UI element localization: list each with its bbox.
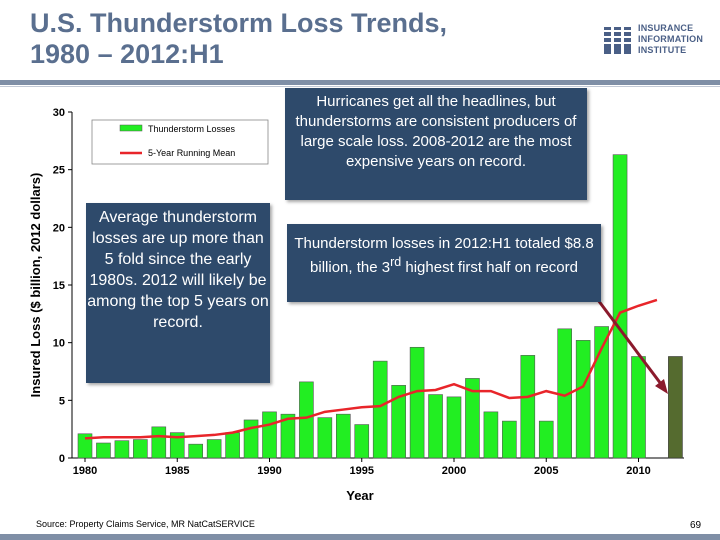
bar-2000 xyxy=(446,396,462,459)
title-line-2: 1980 – 2012:H1 xyxy=(30,39,224,69)
callout-average: Average thunderstorm losses are up more … xyxy=(86,203,270,383)
bar-1981 xyxy=(96,442,111,459)
bar-1990 xyxy=(262,411,277,459)
iii-logo: INSURANCE INFORMATION INSTITUTE xyxy=(602,22,712,58)
callout-arrow xyxy=(596,299,666,389)
bar-2003 xyxy=(502,420,517,459)
y-tick-label: 0 xyxy=(59,453,65,465)
bar-1993 xyxy=(317,417,333,459)
logo-line-1: INSURANCE xyxy=(638,23,694,33)
logo-line-3: INSTITUTE xyxy=(638,45,687,55)
y-tick-label: 10 xyxy=(53,338,65,350)
header-rule xyxy=(0,80,720,85)
y-tick-label: 30 xyxy=(53,107,65,119)
bar-1988 xyxy=(225,432,240,459)
source-note: Source: Property Claims Service, MR NatC… xyxy=(36,519,255,529)
header-rule-thin xyxy=(0,86,720,87)
x-tick-label: 2010 xyxy=(626,465,650,477)
callout-2012-losses: Thunderstorm losses in 2012:H1 totaled $… xyxy=(287,224,601,302)
bar-1995 xyxy=(354,424,370,459)
bar-2009 xyxy=(612,154,628,459)
bar-1998 xyxy=(409,346,425,459)
callout-2012-sup: rd xyxy=(390,255,402,269)
legend-label-losses: Thunderstorm Losses xyxy=(148,124,236,134)
x-tick-label: 1985 xyxy=(165,465,189,477)
bar-1992 xyxy=(299,381,314,459)
x-tick-label: 2005 xyxy=(534,465,558,477)
bar-1989 xyxy=(243,419,259,459)
callout-2012-text-end: highest first half on record xyxy=(401,259,578,276)
y-tick-label: 5 xyxy=(59,395,65,407)
bar-1987 xyxy=(206,439,222,459)
x-axis-label: Year xyxy=(346,488,373,503)
y-tick-label: 25 xyxy=(53,165,65,177)
bar-2001 xyxy=(465,378,480,459)
bar-2002 xyxy=(483,411,499,459)
x-tick-label: 1990 xyxy=(257,465,281,477)
bar-1996 xyxy=(372,360,388,459)
legend-label-mean: 5-Year Running Mean xyxy=(148,148,235,158)
iii-logo-icon xyxy=(602,27,634,54)
x-tick-label: 1995 xyxy=(350,465,374,477)
callout-2012-text: Thunderstorm losses in 2012:H1 totaled $… xyxy=(294,235,594,276)
footer-rule xyxy=(0,534,720,540)
logo-line-2: INFORMATION xyxy=(638,34,704,44)
legend-swatch-bar xyxy=(119,124,143,132)
callout-hurricanes: Hurricanes get all the headlines, but th… xyxy=(285,88,587,200)
running-mean-line xyxy=(84,298,658,440)
page-title: U.S. Thunderstorm Loss Trends, 1980 – 20… xyxy=(30,8,570,70)
bar-2012-h1 xyxy=(668,356,683,459)
bar-2007 xyxy=(575,340,591,459)
bar-1997 xyxy=(391,385,406,459)
bar-1999 xyxy=(428,394,443,459)
bar-1983 xyxy=(133,439,148,459)
title-line-1: U.S. Thunderstorm Loss Trends, xyxy=(30,8,448,38)
y-tick-label: 20 xyxy=(53,222,65,234)
bar-2004 xyxy=(520,355,536,459)
bar-2005 xyxy=(538,420,554,459)
bar-1994 xyxy=(335,413,351,459)
bar-1986 xyxy=(188,443,203,459)
x-tick-label: 1980 xyxy=(73,465,97,477)
bar-1982 xyxy=(114,440,130,459)
callout-arrowhead xyxy=(655,379,668,394)
bar-1984 xyxy=(151,426,167,459)
bar-2010 xyxy=(631,356,646,459)
page-number: 69 xyxy=(690,520,702,531)
bar-2008 xyxy=(594,326,609,459)
x-tick-label: 2000 xyxy=(442,465,466,477)
bar-1991 xyxy=(280,413,296,459)
y-tick-label: 15 xyxy=(53,280,65,292)
logo-text: INSURANCE INFORMATION INSTITUTE xyxy=(638,23,703,56)
y-axis-label: Insured Loss ($ billion, 2012 dollars) xyxy=(28,173,43,398)
